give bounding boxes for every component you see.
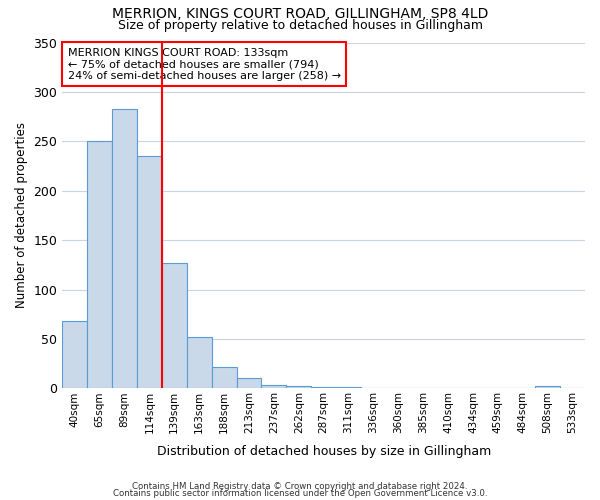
Bar (212, 366, 236, 388)
Bar (137, 156, 162, 388)
Y-axis label: Number of detached properties: Number of detached properties (15, 122, 28, 308)
Bar (311, 386, 336, 388)
Text: Size of property relative to detached houses in Gillingham: Size of property relative to detached ho… (118, 19, 482, 32)
Text: Contains public sector information licensed under the Open Government Licence v3: Contains public sector information licen… (113, 490, 487, 498)
Bar (187, 337, 212, 388)
Bar (236, 378, 262, 388)
Text: MERRION KINGS COURT ROAD: 133sqm
← 75% of detached houses are smaller (794)
24% : MERRION KINGS COURT ROAD: 133sqm ← 75% o… (68, 48, 341, 81)
Bar (162, 263, 187, 388)
X-axis label: Distribution of detached houses by size in Gillingham: Distribution of detached houses by size … (157, 444, 491, 458)
Bar (286, 386, 311, 388)
Text: MERRION, KINGS COURT ROAD, GILLINGHAM, SP8 4LD: MERRION, KINGS COURT ROAD, GILLINGHAM, S… (112, 8, 488, 22)
Bar (62, 322, 87, 388)
Bar (336, 386, 361, 388)
Bar (535, 386, 560, 388)
Bar (87, 142, 112, 388)
Bar (262, 384, 286, 388)
Text: Contains HM Land Registry data © Crown copyright and database right 2024.: Contains HM Land Registry data © Crown c… (132, 482, 468, 491)
Bar (112, 108, 137, 388)
